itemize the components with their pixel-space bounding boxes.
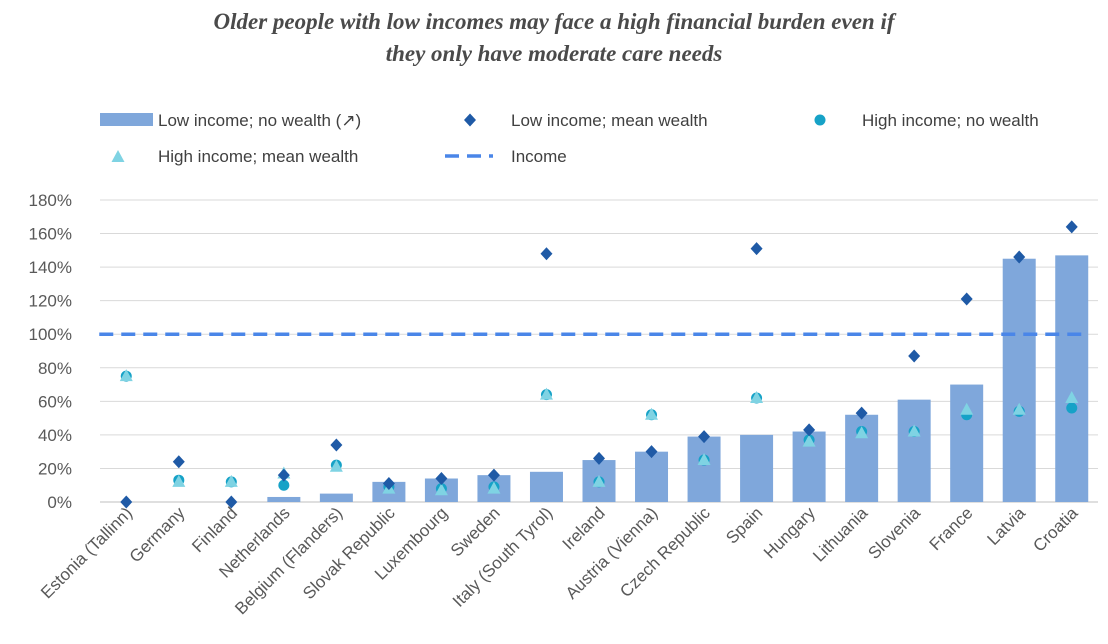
- bar: [635, 451, 669, 502]
- low-income-mean-wealth-point: [120, 495, 133, 509]
- y-tick-label: 0%: [47, 493, 72, 512]
- high-income-no-wealth-point: [278, 479, 290, 491]
- high-income-mean-wealth-point: [172, 474, 186, 487]
- x-tick-label: Austria (Vienna): [562, 503, 661, 602]
- high-income-mean-wealth-point: [855, 426, 869, 439]
- x-tick-label: France: [926, 503, 977, 554]
- high-income-mean-wealth-point: [592, 474, 606, 487]
- high-income-mean-wealth-point: [645, 407, 659, 420]
- low-income-mean-wealth-point: [1065, 220, 1078, 234]
- x-tick-label: Germany: [126, 503, 189, 566]
- legend-label: Low income; mean wealth: [511, 111, 708, 130]
- low-income-mean-wealth-point: [540, 247, 553, 261]
- high-income-mean-wealth-point: [224, 474, 238, 487]
- bar: [529, 471, 563, 502]
- low-income-mean-wealth-point: [225, 495, 238, 509]
- x-tick-label: Croatia: [1029, 503, 1082, 556]
- low-income-mean-wealth-point: [435, 472, 448, 486]
- x-tick-label: Latvia: [984, 503, 1030, 549]
- high-income-mean-wealth-point: [802, 434, 816, 447]
- high-income-no-wealth-point: [1066, 402, 1078, 414]
- x-tick-label: Slovak Republic: [299, 503, 399, 603]
- x-tick-label: Estonia (Tallinn): [37, 503, 136, 602]
- legend-label: Low income; no wealth (↗): [158, 111, 361, 130]
- x-tick-label: Italy (South Tyrol): [449, 503, 556, 610]
- chart-title-line-1: Older people with low incomes may face a…: [213, 9, 895, 34]
- y-tick-label: 120%: [29, 292, 72, 311]
- bar: [319, 493, 353, 502]
- y-tick-label: 60%: [38, 392, 72, 411]
- low-income-mean-wealth-point: [750, 242, 763, 256]
- bar: [267, 496, 301, 502]
- legend-swatch-circle: [814, 114, 826, 126]
- low-income-mean-wealth-point: [855, 406, 868, 420]
- y-tick-label: 40%: [38, 426, 72, 445]
- low-income-mean-wealth-point: [645, 445, 658, 459]
- legend-label: High income; mean wealth: [158, 147, 358, 166]
- low-income-mean-wealth-point: [277, 468, 290, 482]
- x-tick-label: Slovenia: [864, 503, 924, 563]
- low-income-mean-wealth-point: [382, 477, 395, 491]
- y-tick-label: 180%: [29, 191, 72, 210]
- low-income-mean-wealth-point: [330, 438, 343, 452]
- x-tick-label: Spain: [722, 503, 766, 547]
- bar: [1002, 258, 1036, 502]
- bar: [1055, 255, 1089, 502]
- low-income-mean-wealth-point: [487, 468, 500, 482]
- high-income-mean-wealth-point: [434, 483, 448, 496]
- high-income-mean-wealth-point: [1065, 390, 1079, 403]
- low-income-mean-wealth-point: [593, 451, 605, 465]
- bar: [950, 384, 984, 502]
- x-tick-label: Czech Republic: [616, 503, 714, 601]
- chart-title-line-2: they only have moderate care needs: [385, 41, 723, 66]
- x-tick-label: Finland: [188, 503, 241, 556]
- y-tick-label: 100%: [29, 325, 72, 344]
- legend-swatch-diamond: [464, 113, 476, 127]
- low-income-mean-wealth-point: [960, 292, 973, 306]
- high-income-mean-wealth-point: [539, 387, 553, 400]
- high-income-mean-wealth-point: [697, 453, 711, 466]
- chart-title: Older people with low incomes may face a…: [0, 6, 1108, 70]
- low-income-mean-wealth-point: [908, 349, 921, 363]
- y-tick-label: 140%: [29, 258, 72, 277]
- y-tick-label: 160%: [29, 225, 72, 244]
- legend-label: High income; no wealth: [862, 111, 1039, 130]
- high-income-mean-wealth-point: [960, 402, 974, 415]
- bar: [740, 434, 774, 502]
- low-income-mean-wealth-point: [698, 430, 711, 444]
- bar: [897, 399, 931, 502]
- high-income-mean-wealth-point: [487, 481, 501, 494]
- y-tick-label: 20%: [38, 459, 72, 478]
- low-income-mean-wealth-point: [1013, 250, 1026, 264]
- high-income-mean-wealth-point: [329, 459, 343, 472]
- legend-label: Income: [511, 147, 567, 166]
- high-income-mean-wealth-point: [119, 369, 133, 382]
- low-income-mean-wealth-point: [803, 423, 816, 437]
- x-tick-label: Ireland: [559, 503, 609, 553]
- high-income-mean-wealth-point: [750, 390, 764, 403]
- high-income-mean-wealth-point: [907, 424, 921, 437]
- y-tick-label: 80%: [38, 359, 72, 378]
- x-tick-label: Lithuania: [809, 503, 872, 566]
- legend-swatch-triangle: [111, 150, 125, 162]
- high-income-mean-wealth-point: [1012, 402, 1026, 415]
- bar: [687, 436, 721, 502]
- low-income-mean-wealth-point: [172, 455, 185, 469]
- legend-swatch-bar: [100, 113, 153, 126]
